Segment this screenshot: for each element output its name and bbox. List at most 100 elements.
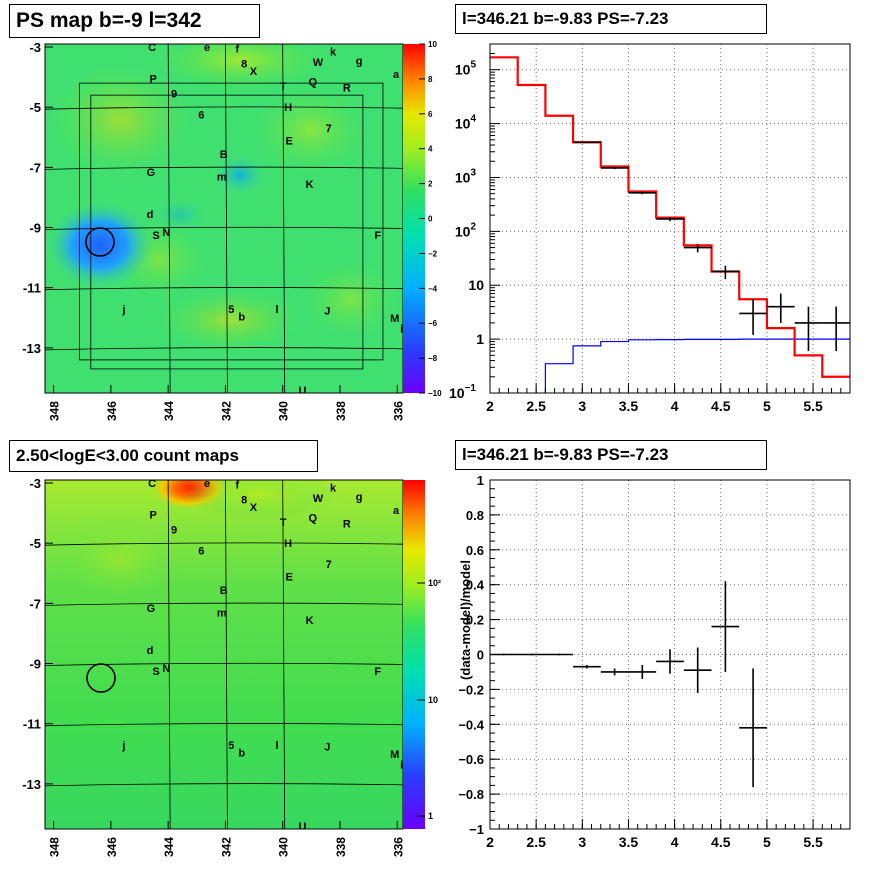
source-label: l [446,180,449,192]
source-label: H [284,102,292,114]
source-label: X [250,66,258,78]
y-tick-label: -13 [22,341,41,356]
source-label: K [306,615,314,627]
x-tick-label: 2 [486,398,494,414]
source-label: l [276,304,279,316]
source-label: R [343,83,351,95]
spectrum-frame [489,43,851,394]
count-map-features [50,480,340,610]
y-tick-label: 0 [477,648,484,663]
colorbar-tick-label: −6 [428,319,438,328]
source-label: D [472,186,480,198]
source-label: 5 [228,740,234,752]
y-tick-label: -5 [29,536,41,551]
residual-grid [489,480,850,829]
source-label: l [276,740,279,752]
x-tick-label: 340 [277,401,291,421]
y-tick-label: 102 [455,221,477,239]
source-label: K [306,179,314,191]
source-label: e [204,478,210,490]
source-label: V [455,83,463,95]
y-tick-label: 1 [477,473,484,488]
source-label: 7 [326,123,332,135]
source-label: f [235,44,239,56]
x-tick-label: 338 [334,837,348,857]
source-label: Q [308,513,317,525]
x-tick-label: 2 [486,834,494,850]
ps-colorbar-ticks: 10 8 6 4 2 0 −2 −4 −6 −8 −10 [419,40,442,398]
y-tick-label: 1 [476,331,484,347]
y-tick-label: 0.8 [466,508,484,523]
source-label: M [390,749,399,761]
count-map-y-ticks: -3 -5 -7 -9 -11 -13 [22,476,53,792]
colorbar-tick-label: 10² [428,578,441,588]
source-label: X [250,502,258,514]
residual-y-label: (data-model)/model [458,560,473,680]
x-tick-label: 3 [578,398,586,414]
y-tick-label: −0.6 [458,752,484,767]
source-label: H [284,538,292,550]
source-label: b [238,747,245,759]
grid-parallel [45,723,403,727]
y-tick-label: 0.2 [466,613,484,628]
source-label: 4 [427,89,434,101]
source-label: E [286,135,293,147]
source-label: 2 [456,740,462,752]
y-tick-label: 10−1 [449,383,476,401]
colorbar-tick-label: 1 [428,811,433,821]
source-label: i [400,759,403,771]
source-label: B [220,149,228,161]
x-tick-label: 3.5 [619,834,639,850]
source-label: h [453,194,460,206]
source-label: U [298,821,306,833]
x-tick-label: 336 [391,401,405,421]
x-tick-label: 346 [105,837,119,857]
x-tick-label: 348 [48,837,62,857]
source-label: N [162,663,170,675]
source-label: S [152,666,159,678]
y-tick-label: −1 [469,822,484,837]
y-tick-label: -3 [29,476,41,491]
source-label: 8 [241,495,247,507]
source-label: k [330,483,337,495]
source-label: j [121,740,125,752]
y-tick-label: 10 [468,277,484,293]
source-label: G [147,603,156,615]
source-label: k [330,47,337,59]
x-tick-label: 5.5 [803,398,823,414]
count-target-circle [86,663,116,693]
ps-colorbar [403,44,425,393]
source-label: 2 [456,304,462,316]
colorbar-tick-label: 10 [428,695,438,705]
y-tick-label: −0.2 [458,682,484,697]
grid-meridian [225,480,228,829]
x-tick-label: 3 [578,834,586,850]
x-tick-label: 344 [162,401,176,421]
source-label: c [450,546,456,558]
count-map-title: 2.50<logE<3.00 count maps [9,440,318,472]
residual-panel: 2 2.5 3 3.5 4 4.5 5 5.5 1 0.8 0.6 0.4 0.2 0 −0.2 −0.4 −0… [458,473,851,850]
grid-parallel [45,662,403,666]
source-label: M [390,313,399,325]
ps-map-features [45,44,400,350]
x-tick-label: 344 [162,837,176,857]
spectrum-title: l=346.21 b=-9.83 PS=-7.23 [455,4,767,34]
y-tick-label: -7 [29,160,41,175]
spectrum-panel: 2 2.5 3 3.5 4 4.5 5 5.5 10−1 1 10 102 103 104 105 [449,43,851,414]
source-label: a [393,69,400,81]
grid-parallel [45,106,403,110]
source-label: g [356,492,363,504]
grid-parallel [45,226,403,230]
grid-parallel [45,602,403,606]
source-label: O [450,140,459,152]
y-tick-label: -9 [29,657,41,672]
source-label: W [313,57,324,69]
count-map-panel: Cef8XkWg1aAPTQR4V9H6c7EOBGmK3lDhdLnZNSFo… [22,476,462,857]
grid-parallel [45,166,403,170]
y-tick-label: -7 [29,596,41,611]
x-tick-label: 5 [763,834,771,850]
x-tick-label: 4 [671,398,679,414]
source-label: N [162,227,170,239]
source-label: 4 [427,525,434,537]
